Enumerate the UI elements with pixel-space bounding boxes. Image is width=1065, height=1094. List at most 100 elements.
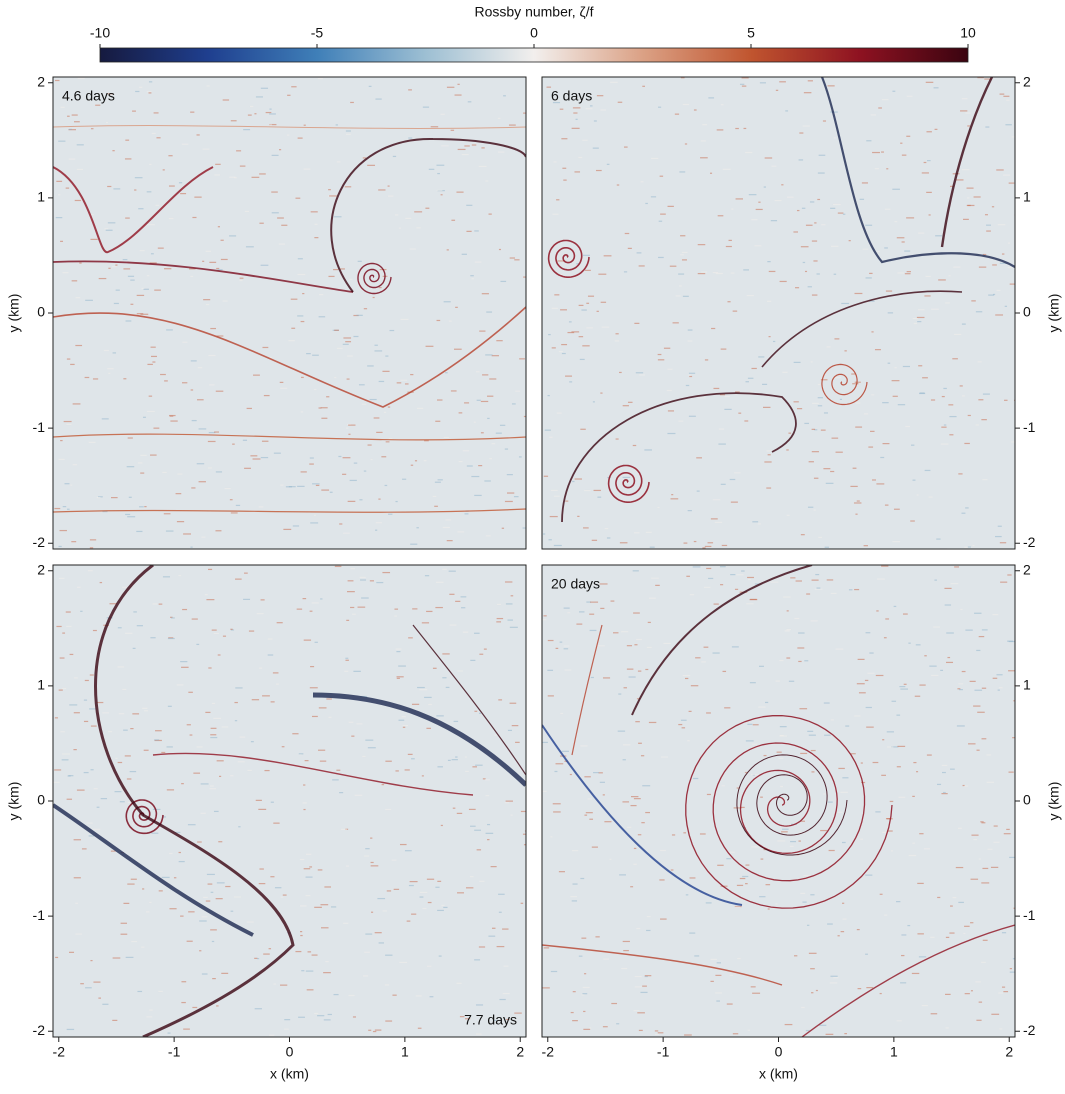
field-speck [140, 250, 145, 251]
field-speck [858, 988, 862, 989]
field-speck [909, 855, 917, 856]
field-speck [809, 461, 814, 462]
field-speck [711, 328, 715, 329]
field-speck [507, 492, 514, 493]
field-speck [119, 713, 125, 714]
field-speck [856, 402, 861, 403]
field-speck [735, 589, 738, 590]
field-speck [579, 305, 584, 306]
field-speck [210, 785, 214, 786]
field-speck [965, 507, 969, 508]
field-speck [935, 129, 938, 130]
field-speck [745, 864, 749, 865]
field-speck [688, 329, 693, 330]
field-speck [887, 746, 893, 747]
field-speck [76, 297, 81, 298]
field-speck [809, 953, 817, 954]
field-speck [455, 307, 458, 308]
field-speck [710, 981, 713, 982]
field-speck [256, 800, 262, 801]
field-speck [624, 687, 627, 688]
field-speck [783, 596, 791, 597]
field-speck [424, 697, 432, 698]
field-speck [122, 689, 126, 690]
field-speck [138, 208, 143, 209]
field-speck [751, 368, 756, 369]
field-speck [198, 367, 203, 368]
field-speck [802, 902, 806, 903]
field-speck [644, 449, 652, 450]
field-speck [553, 811, 561, 812]
field-speck [324, 1019, 331, 1020]
field-speck [604, 821, 611, 822]
field-speck [135, 177, 143, 178]
field-speck [751, 774, 758, 775]
field-speck [379, 287, 382, 288]
field-speck [137, 295, 144, 296]
field-speck [108, 731, 112, 732]
field-speck [100, 582, 102, 583]
field-speck [510, 257, 515, 258]
field-speck [816, 990, 818, 991]
field-speck [549, 437, 552, 438]
field-speck [405, 383, 409, 384]
field-speck [245, 211, 249, 212]
field-speck [368, 747, 376, 748]
field-speck [627, 669, 634, 670]
field-speck [223, 636, 226, 637]
field-speck [481, 401, 488, 402]
field-speck [218, 654, 221, 655]
field-speck [610, 82, 618, 83]
field-speck [707, 794, 711, 795]
field-speck [474, 633, 480, 634]
field-speck [303, 784, 305, 785]
field-speck [962, 98, 968, 99]
field-speck [449, 594, 454, 595]
field-speck [720, 566, 726, 567]
field-speck [211, 892, 214, 893]
field-speck [582, 993, 587, 994]
field-speck [474, 495, 481, 496]
field-speck [388, 406, 390, 407]
field-speck [396, 651, 400, 652]
field-speck [890, 801, 893, 802]
field-speck [387, 890, 391, 891]
field-speck [596, 170, 602, 171]
field-speck [605, 528, 609, 529]
field-speck [936, 538, 940, 539]
field-speck [168, 706, 172, 707]
field-speck [767, 301, 771, 302]
field-speck [726, 858, 731, 859]
field-speck [686, 385, 689, 386]
field-speck [996, 169, 1003, 170]
field-speck [55, 957, 58, 958]
field-speck [59, 459, 65, 460]
field-speck [560, 109, 564, 110]
field-speck [964, 926, 970, 927]
field-speck [857, 683, 865, 684]
field-speck [247, 770, 251, 771]
field-speck [642, 785, 650, 786]
field-speck [860, 839, 863, 840]
field-speck [455, 94, 462, 95]
field-speck [130, 728, 133, 729]
field-speck [787, 197, 794, 198]
field-speck [429, 169, 435, 170]
field-speck [903, 366, 910, 367]
field-speck [492, 928, 495, 929]
field-speck [476, 1004, 483, 1005]
field-speck [416, 995, 422, 996]
field-speck [476, 371, 480, 372]
field-speck [304, 125, 306, 126]
field-speck [651, 196, 656, 197]
field-speck [262, 695, 270, 696]
field-speck [105, 228, 109, 229]
field-speck [104, 350, 109, 351]
field-speck [95, 105, 100, 106]
field-speck [946, 1027, 949, 1028]
field-speck [230, 629, 232, 630]
field-speck [396, 648, 402, 649]
field-speck [743, 269, 749, 270]
field-speck [634, 323, 639, 324]
field-speck [371, 862, 374, 863]
